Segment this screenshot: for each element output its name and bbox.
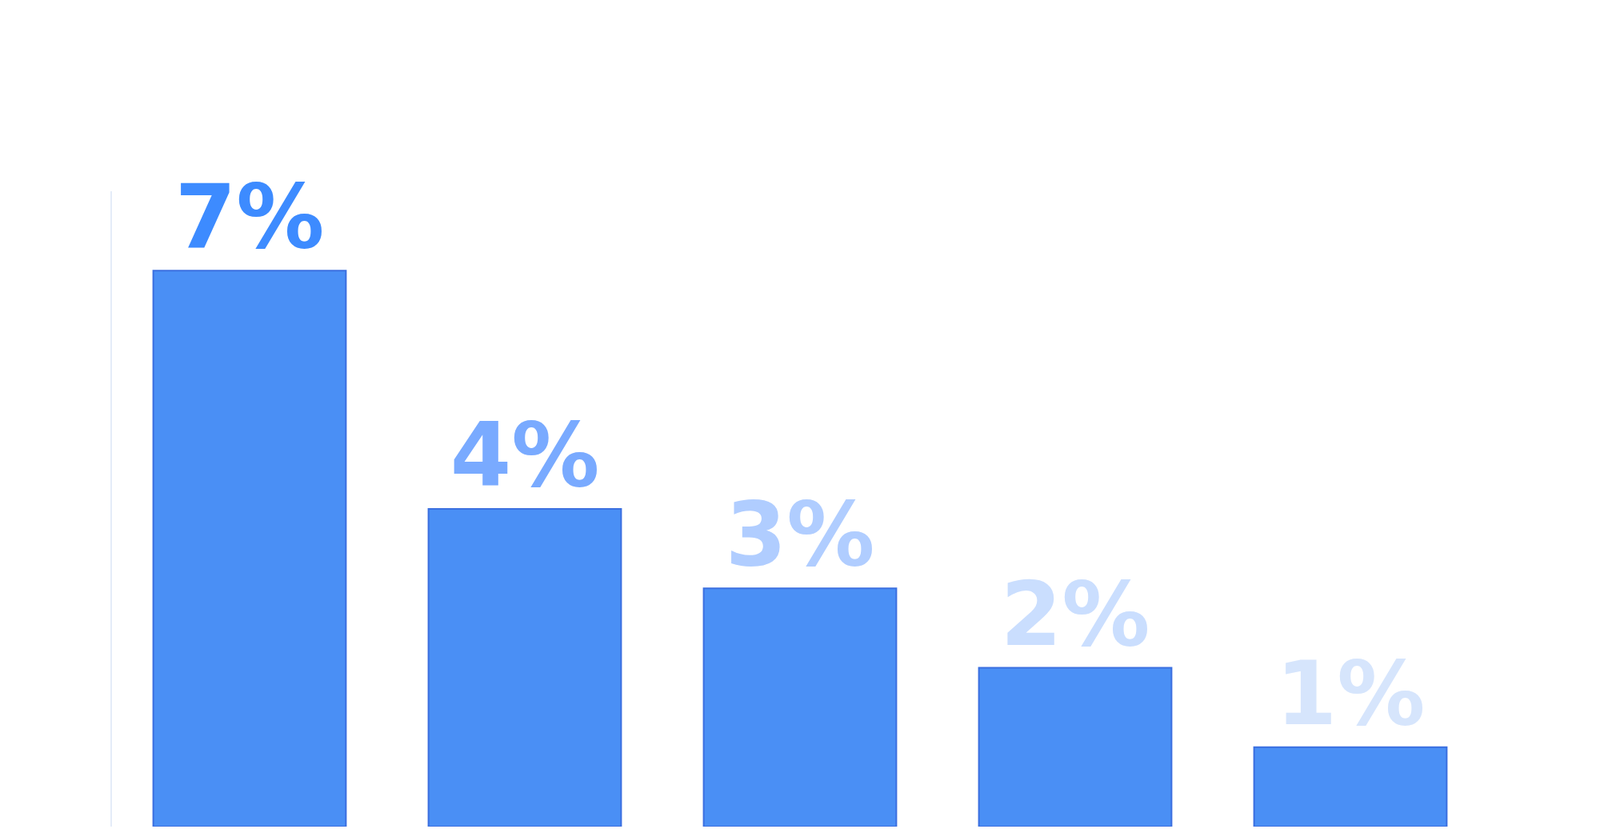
svg-text:3%: 3% — [725, 483, 876, 586]
svg-text:2%: 2% — [1000, 563, 1151, 666]
svg-text:4%: 4% — [450, 404, 600, 507]
svg-text:1%: 1% — [1276, 642, 1426, 745]
svg-text:7%: 7% — [175, 165, 325, 268]
